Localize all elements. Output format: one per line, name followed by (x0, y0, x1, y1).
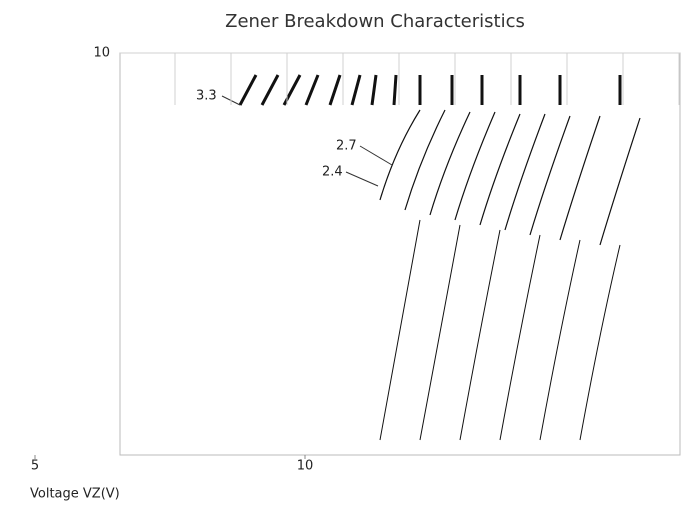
annotation: 2.4 (322, 165, 343, 180)
x-tick-label: 5 (31, 459, 39, 474)
annotation: 3.3 (196, 89, 217, 104)
annotation: 2.7 (336, 139, 357, 154)
chart: Zener Breakdown Characteristics 3.3 2.7 … (0, 0, 685, 516)
x-tick-label: 10 (297, 459, 314, 474)
y-tick-label: 10 (93, 46, 110, 61)
x-axis-label: Voltage VZ(V) (30, 487, 120, 502)
chart-title: Zener Breakdown Characteristics (225, 11, 525, 32)
